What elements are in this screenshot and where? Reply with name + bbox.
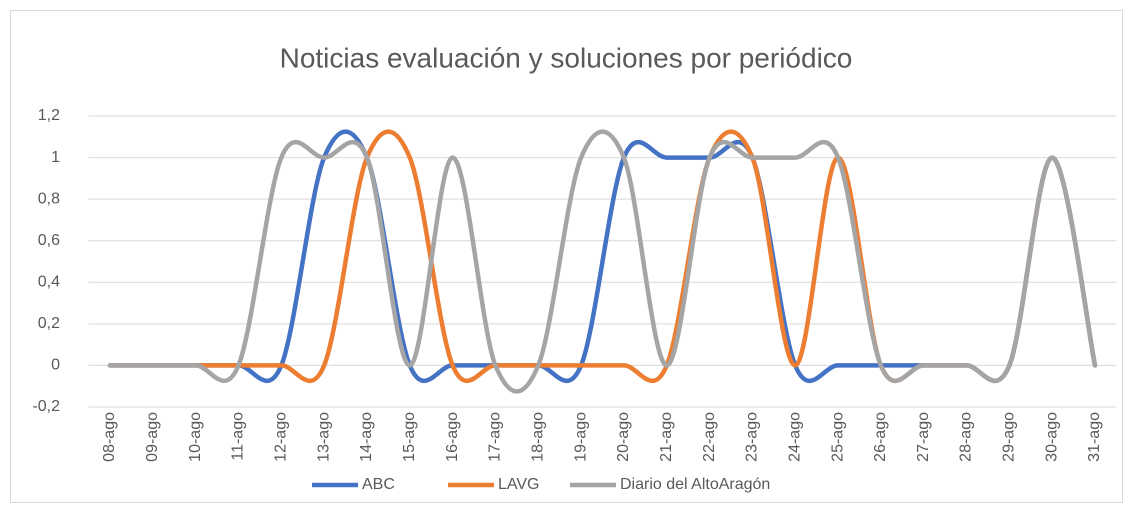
x-tick-label: 09-ago: [144, 412, 161, 462]
y-tick-label: 1,2: [38, 107, 60, 124]
x-tick-label: 11-ago: [230, 412, 247, 461]
legend-label: ABC: [362, 476, 395, 493]
x-tick-label: 18-ago: [529, 412, 546, 462]
y-tick-label: 0,2: [38, 315, 60, 332]
y-tick-label: 0,8: [38, 190, 60, 207]
x-tick-label: 13-ago: [315, 412, 332, 462]
y-tick-label: 1: [51, 149, 60, 166]
series-line: [107, 129, 1098, 394]
chart-border: [10, 10, 1123, 503]
x-tick-label: 15-ago: [401, 412, 418, 462]
x-tick-label: 17-ago: [487, 412, 504, 462]
x-tick-label: 23-ago: [744, 412, 761, 462]
x-tick-label: 19-ago: [572, 412, 589, 462]
x-tick-label: 08-ago: [101, 412, 118, 462]
x-tick-label: 22-ago: [701, 412, 718, 462]
x-tick-label: 12-ago: [273, 412, 290, 462]
legend-label: Diario del AltoAragón: [620, 476, 770, 493]
x-tick-label: 28-ago: [958, 412, 975, 462]
x-tick-label: 25-ago: [829, 412, 846, 462]
x-tick-label: 14-ago: [358, 412, 375, 462]
x-tick-label: 10-ago: [187, 412, 204, 462]
legend-label: LAVG: [498, 476, 540, 493]
x-tick-label: 16-ago: [444, 412, 461, 462]
y-tick-label: -0,2: [32, 398, 60, 415]
chart-title: Noticias evaluación y soluciones por per…: [280, 42, 853, 73]
x-tick-label: 30-ago: [1043, 412, 1060, 462]
x-tick-label: 27-ago: [915, 412, 932, 462]
y-tick-label: 0,4: [38, 274, 60, 291]
x-tick-label: 29-ago: [1001, 412, 1018, 462]
x-tick-label: 26-ago: [872, 412, 889, 462]
x-tick-label: 31-ago: [1086, 412, 1103, 462]
x-tick-label: 24-ago: [786, 412, 803, 462]
x-tick-label: 20-ago: [615, 412, 632, 462]
x-tick-label: 21-ago: [658, 412, 675, 462]
y-tick-label: 0: [51, 357, 60, 374]
y-tick-label: 0,6: [38, 232, 60, 249]
